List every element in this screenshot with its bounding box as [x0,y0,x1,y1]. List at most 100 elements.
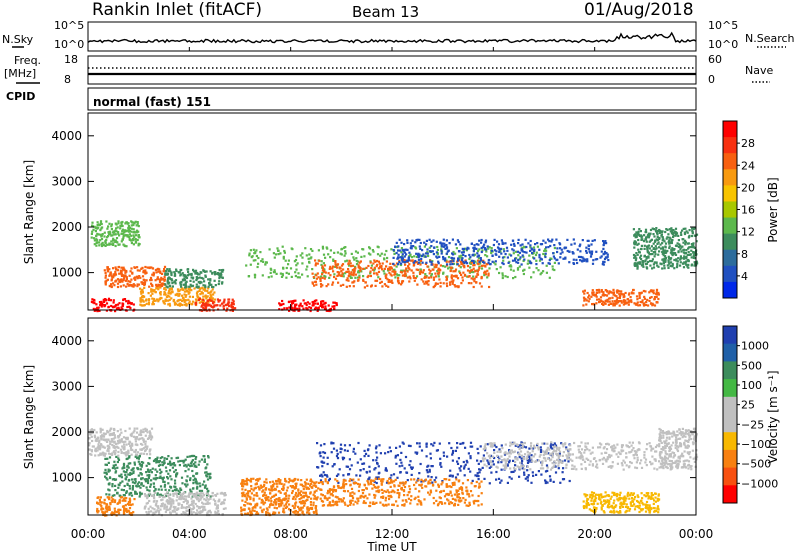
power-echo-cell [458,250,461,253]
power-echo-cell [346,277,349,280]
power-echo-cell [113,305,116,308]
power-echo-cell [657,297,660,301]
velocity-echo-cell [181,505,184,508]
power-echo-cell [612,293,615,296]
velocity-echo-cell [303,485,306,488]
velocity-echo-cell [426,471,429,474]
power-echo-cell [602,293,605,296]
velocity-echo-cell [111,500,114,503]
velocity-echo-cell [88,442,91,445]
velocity-echo-cell [144,505,147,508]
power-echo-cell [102,298,105,301]
velocity-echo-cell [255,482,258,485]
velocity-echo-cell [167,472,170,475]
velocity-echo-cell [118,500,121,503]
velocity-echo-cell [430,476,433,479]
velocity-echo-cell [506,481,509,484]
velocity-echo-cell [295,491,298,495]
velocity-echo-cell [98,441,101,444]
velocity-echo-cell [279,499,282,502]
power-echo-cell [667,261,670,264]
velocity-echo-cell [270,500,273,503]
velocity-echo-cell [217,512,220,515]
power-echo-cell [139,300,142,303]
velocity-echo-cell [124,473,127,477]
power-echo-cell [512,269,515,272]
power-echo-cell [183,303,186,306]
power-echo-cell [679,255,682,258]
power-echo-cell [260,260,263,263]
power-echo-cell [213,304,216,307]
power-echo-cell [530,262,533,265]
velocity-echo-cell [102,445,105,448]
velocity-echo-cell [278,497,281,500]
velocity-echo-cell [368,470,371,473]
velocity-echo-cell [554,465,557,468]
power-echo-cell [668,262,671,265]
velocity-echo-cell [114,451,117,455]
velocity-echo-cell [128,456,131,459]
velocity-echo-cell [143,478,146,481]
power-echo-cell [649,296,652,299]
power-echo-cell [639,300,642,304]
power-echo-cell [675,244,678,247]
power-echo-cell [629,296,632,299]
power-echo-cell [166,286,169,289]
velocity-echo-cell [133,478,136,481]
power-echo-cell [168,268,171,271]
power-echo-cell [440,249,443,252]
power-echo-cell [591,289,594,292]
velocity-echo-cell [275,507,278,510]
velocity-echo-cell [291,485,295,488]
velocity-echo-cell [182,511,185,514]
power-echo-cell [465,248,469,251]
velocity-echo-cell [190,512,193,515]
power-echo-cell [650,289,653,292]
velocity-echo-cell [200,458,203,461]
power-echo-cell [176,303,179,307]
power-echo-cell [653,296,657,299]
velocity-echo-cell [310,507,314,510]
velocity-echo-cell [114,467,117,470]
velocity-echo-cell [300,479,303,482]
velocity-echo-cell [521,467,524,470]
power-echo-cell [400,269,403,272]
power-echo-cell [290,300,293,303]
power-echo-cell [221,270,224,273]
power-echo-cell [204,274,207,277]
velocity-echo-cell [119,448,122,451]
power-echo-cell [362,267,365,270]
velocity-echo-cell [356,461,359,464]
power-echo-cell [278,308,281,311]
velocity-echo-cell [373,468,376,471]
power-echo-cell [289,267,293,270]
power-echo-cell [459,271,462,275]
power-echo-cell [662,251,665,254]
velocity-echo-cell [532,474,535,477]
velocity-echo-cell [105,471,108,474]
velocity-echo-cell [94,449,97,452]
velocity-echo-cell [145,511,148,514]
velocity-echo-cell [375,481,378,485]
velocity-echo-cell [431,481,434,484]
velocity-echo-cell [508,476,511,479]
power-echo-cell [163,278,167,281]
power-echo-cell [386,278,389,281]
velocity-echo-cell [500,468,503,471]
power-echo-cell [316,302,319,305]
power-echo-cell [152,297,156,301]
power-echo-cell [335,302,338,305]
power-echo-cell [124,229,127,232]
velocity-echo-cell [216,492,219,495]
velocity-echo-cell [105,508,108,511]
velocity-echo-cell [207,455,210,458]
power-echo-cell [435,251,438,254]
power-echo-cell [136,221,139,224]
power-echo-cell [210,296,213,299]
velocity-echo-cell [172,494,175,497]
power-echo-cell [500,252,503,255]
power-echo-cell [398,274,401,277]
velocity-echo-cell [156,505,159,508]
velocity-echo-cell [122,462,126,465]
power-echo-cell [179,283,182,286]
